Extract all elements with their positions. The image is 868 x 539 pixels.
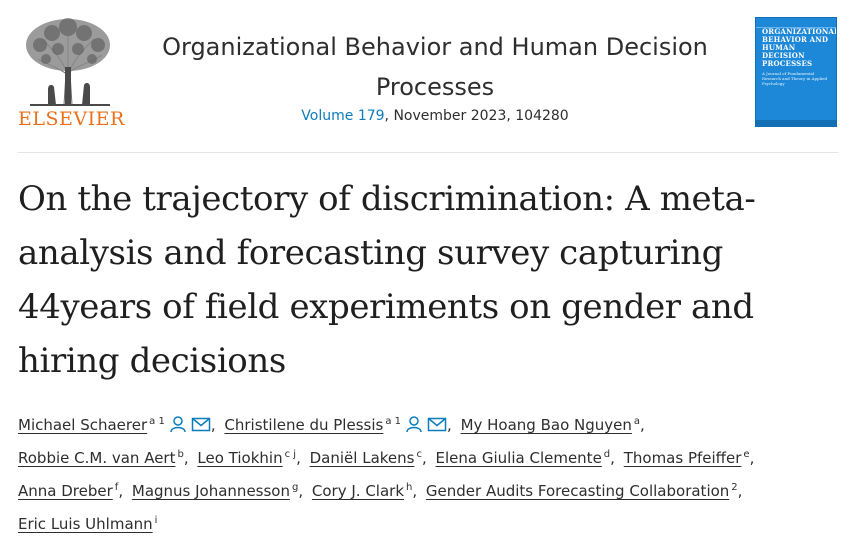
author-link[interactable]: Michael Schaerer	[18, 416, 148, 434]
email-icon[interactable]	[191, 415, 211, 433]
affiliation-sup[interactable]: d	[603, 449, 611, 460]
cover-title: ORGANIZATIONAL BEHAVIOR AND HUMAN DECISI…	[762, 27, 837, 68]
affiliation-sup[interactable]: a 1	[385, 416, 401, 427]
article-title-line: On the trajectory of discrimination: A m…	[18, 179, 756, 219]
author-item: Eric Luis Uhlmann i	[18, 515, 157, 533]
affiliation-sup[interactable]: a	[633, 416, 641, 427]
author-item: Christilene du Plessis a 1	[224, 416, 447, 434]
affiliation-sup[interactable]: i	[154, 515, 158, 526]
author-link[interactable]: Christilene du Plessis	[224, 416, 384, 434]
elsevier-tree-icon	[26, 18, 110, 106]
affiliation-sup[interactable]: 2	[731, 482, 738, 493]
author-item: Gender Audits Forecasting Collaboration 2	[426, 482, 738, 500]
affiliation-sup[interactable]: c	[416, 449, 422, 460]
author-item: Elena Giulia Clemente d	[436, 449, 611, 467]
header-divider	[18, 152, 838, 153]
author-link[interactable]: Anna Dreber	[18, 482, 113, 500]
affiliation-sup[interactable]: h	[406, 482, 413, 493]
author-item: Thomas Pfeiffer e	[624, 449, 750, 467]
journal-title-line-1[interactable]: Organizational Behavior and Human Decisi…	[162, 33, 708, 61]
author-item: Robbie C.M. van Aert b	[18, 449, 184, 467]
author-item: Magnus Johannesson g	[132, 482, 298, 500]
author-item: Daniël Lakens c	[310, 449, 422, 467]
author-link[interactable]: Magnus Johannesson	[131, 482, 290, 500]
author-item: Michael Schaerer a 1	[18, 416, 211, 434]
cover-bottom-band	[756, 120, 836, 126]
affiliation-sup[interactable]: g	[291, 482, 299, 493]
journal-cover[interactable]: ORGANIZATIONAL BEHAVIOR AND HUMAN DECISI…	[755, 17, 837, 127]
affiliation-sup[interactable]: b	[177, 449, 184, 460]
journal-title[interactable]: Organizational Behavior and Human Decisi…	[130, 27, 740, 107]
article-header: ELSEVIER Organizational Behavior and Hum…	[0, 0, 868, 152]
author-link[interactable]: Leo Tiokhin	[197, 449, 283, 467]
article-title: On the trajectory of discrimination: A m…	[18, 172, 848, 388]
person-icon[interactable]	[405, 415, 423, 433]
journal-title-line-2[interactable]: Processes	[375, 73, 495, 101]
author-item: Leo Tiokhin c j	[197, 449, 296, 467]
publisher-name: ELSEVIER	[18, 108, 125, 130]
affiliation-sup[interactable]: a 1	[149, 416, 165, 427]
author-link[interactable]: Gender Audits Forecasting Collaboration	[425, 482, 730, 500]
person-icon[interactable]	[169, 415, 187, 433]
issue-line: Volume 179, November 2023, 104280	[130, 108, 740, 124]
email-icon[interactable]	[427, 415, 447, 433]
author-link[interactable]: Thomas Pfeiffer	[623, 449, 742, 467]
author-link[interactable]: Eric Luis Uhlmann	[18, 515, 153, 533]
cover-top-band	[756, 18, 836, 28]
volume-link[interactable]: Volume 179	[301, 108, 385, 124]
publisher-logo[interactable]: ELSEVIER	[18, 15, 125, 130]
author-link[interactable]: Robbie C.M. van Aert	[18, 449, 176, 467]
author-item: Cory J. Clark h	[312, 482, 412, 500]
affiliation-sup[interactable]: c j	[284, 449, 297, 460]
author-item: Anna Dreber f	[18, 482, 118, 500]
cover-subtitle: A Journal of Fundamental Research and Th…	[762, 71, 828, 86]
author-link[interactable]: Daniël Lakens	[309, 449, 415, 467]
affiliation-sup[interactable]: e	[743, 449, 750, 460]
author-link[interactable]: Elena Giulia Clemente	[435, 449, 602, 467]
author-item: My Hoang Bao Nguyen a	[461, 416, 640, 434]
article-title-line: 44years of field experiments on gender a…	[18, 287, 754, 327]
author-list: Michael Schaerer a 1, Christilene du Ples…	[18, 416, 755, 533]
author-link[interactable]: Cory J. Clark	[311, 482, 405, 500]
issue-details: , November 2023, 104280	[384, 108, 569, 124]
affiliation-sup[interactable]: f	[114, 482, 119, 493]
article-title-line: hiring decisions	[18, 341, 286, 381]
article-title-line: analysis and forecasting survey capturin…	[18, 233, 724, 273]
journal-info: Organizational Behavior and Human Decisi…	[130, 27, 740, 124]
author-link[interactable]: My Hoang Bao Nguyen	[460, 416, 632, 434]
